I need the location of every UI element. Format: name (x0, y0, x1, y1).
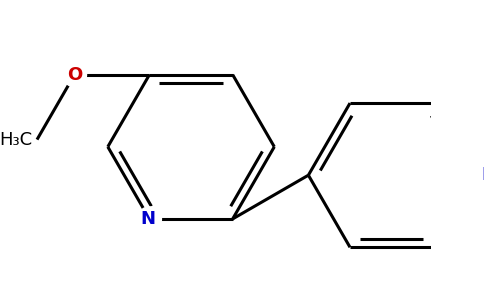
Circle shape (466, 163, 484, 187)
Text: O: O (67, 66, 82, 84)
Text: N: N (140, 210, 155, 228)
Circle shape (62, 63, 87, 87)
Text: N: N (481, 166, 484, 184)
Text: H₃C: H₃C (0, 130, 32, 148)
Circle shape (137, 207, 162, 231)
